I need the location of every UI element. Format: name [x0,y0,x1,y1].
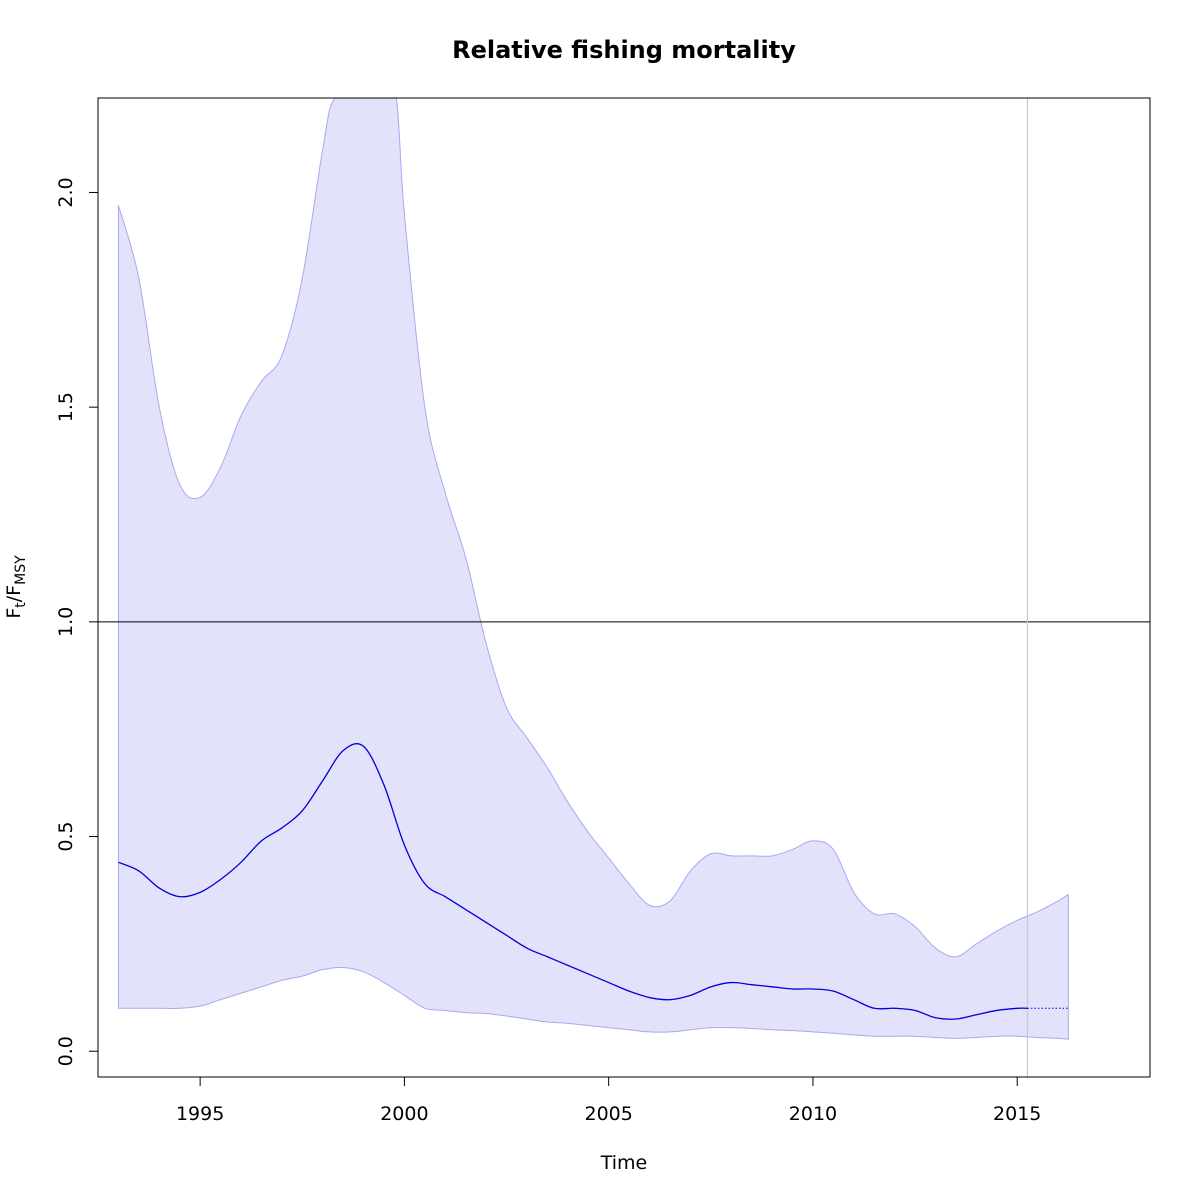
x-tick-label: 2000 [380,1103,428,1125]
y-axis-label-sub2: MSY [13,555,29,585]
estimate-line [118,743,1028,1020]
x-tick-label: 2005 [584,1103,632,1125]
chart-title: Relative fishing mortality [452,36,796,64]
x-tick-label: 2010 [789,1103,837,1125]
y-axis: 0.0 0.5 1.0 1.5 2.0 [55,177,99,1066]
x-axis-label: Time [600,1152,648,1174]
y-axis-label: Ft/FMSY [3,555,29,619]
y-axis-label-sub1: t [13,602,29,608]
y-tick-label: 1.5 [55,392,77,422]
y-tick-label: 0.5 [55,821,77,851]
x-tick-label: 2015 [993,1103,1041,1125]
y-axis-label-main: F [3,608,25,619]
y-axis-label-slash: /F [3,585,25,602]
y-tick-label: 0.0 [55,1036,77,1066]
confidence-band [117,98,1069,1040]
y-tick-label: 2.0 [55,177,77,207]
plot-area [98,98,1150,1077]
y-tick-label: 1.0 [55,607,77,637]
x-axis: 1995 2000 2005 2010 2015 [176,1076,1041,1125]
x-tick-label: 1995 [176,1103,224,1125]
